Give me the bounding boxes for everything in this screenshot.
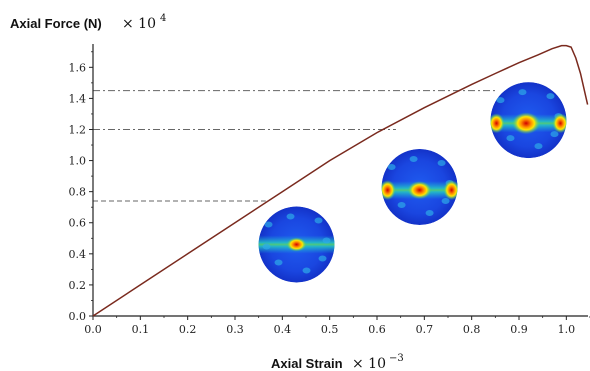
x-axis-multiplier: × 10 (352, 356, 386, 371)
strain-map-1 (258, 206, 335, 283)
x-tick-label: 0.8 (463, 323, 481, 336)
strain-speckle (314, 217, 323, 224)
x-axis-exponent: −3 (389, 353, 404, 364)
strain-speckle (409, 155, 418, 162)
strain-speckle (302, 267, 311, 274)
x-tick-label: 0.2 (179, 323, 197, 336)
y-axis-title: Axial Force (N) × 10 4 (10, 13, 166, 32)
strain-speckle (496, 97, 505, 104)
strain-edge-spot (443, 180, 458, 201)
strain-speckle (550, 131, 559, 138)
y-axis-label: Axial Force (N) (10, 16, 102, 31)
strain-map-3 (490, 82, 567, 159)
strain-speckle (262, 243, 271, 250)
y-tick-label: 0.8 (69, 186, 87, 199)
strain-map-insets (258, 82, 567, 283)
series-line-1 (92, 44, 589, 317)
y-tick-label: 1.0 (69, 155, 87, 168)
y-axis-exponent: 4 (160, 13, 166, 24)
x-axis-label: Axial Strain (271, 356, 343, 371)
strain-speckle (506, 135, 515, 142)
y-tick-label: 1.4 (69, 92, 87, 105)
x-tick-label: 0.4 (274, 323, 292, 336)
strain-hot-spot (286, 237, 307, 252)
y-tick-label: 0.0 (69, 310, 87, 323)
y-tick-label: 0.6 (69, 217, 87, 230)
y-tick-label: 0.4 (69, 248, 87, 261)
x-tick-label: 0.7 (416, 323, 434, 336)
strain-map-2 (381, 148, 458, 225)
strain-edge-spot (381, 180, 396, 201)
strain-speckle (437, 159, 446, 166)
strain-hot-spot (407, 181, 432, 200)
y-tick-label: 0.2 (69, 279, 87, 292)
strain-edge-spot (490, 113, 505, 134)
strain-speckle (318, 255, 327, 262)
strain-speckle (264, 221, 273, 228)
strain-speckle (387, 163, 396, 170)
strain-hot-spot (512, 112, 541, 135)
x-tick-label: 0.9 (510, 323, 528, 336)
y-ticks: 0.0 0.2 0.4 0.6 0.8 1.0 1.2 1.4 1.6 (69, 51, 93, 323)
strain-speckle (546, 93, 555, 100)
x-ticks: 0.0 0.1 0.2 0.3 0.4 0.5 0.6 0.7 0.8 0.9 1.0 (84, 316, 590, 336)
strain-edge-spot (552, 113, 567, 134)
strain-speckle (534, 143, 543, 150)
x-axis-title: Axial Strain × 10 −3 (271, 353, 404, 371)
y-tick-label: 1.6 (69, 61, 87, 74)
reference-lines (93, 90, 496, 202)
strain-speckle (397, 201, 406, 208)
y-axis-multiplier: × 10 (122, 16, 156, 32)
x-tick-label: 0.6 (368, 323, 386, 336)
x-tick-label: 0.5 (321, 323, 339, 336)
y-tick-label: 1.2 (69, 123, 87, 136)
series-layer (92, 44, 589, 317)
x-tick-label: 0.1 (132, 323, 150, 336)
strain-speckle (322, 237, 331, 244)
x-tick-label: 0.3 (226, 323, 244, 336)
axes (92, 44, 588, 317)
strain-speckle (518, 89, 527, 96)
strain-speckle (286, 213, 295, 220)
x-tick-label: 1.0 (558, 323, 576, 336)
strain-speckle (274, 259, 283, 266)
strain-speckle (441, 197, 450, 204)
x-tick-label: 0.0 (84, 323, 102, 336)
strain-speckle (425, 209, 434, 216)
